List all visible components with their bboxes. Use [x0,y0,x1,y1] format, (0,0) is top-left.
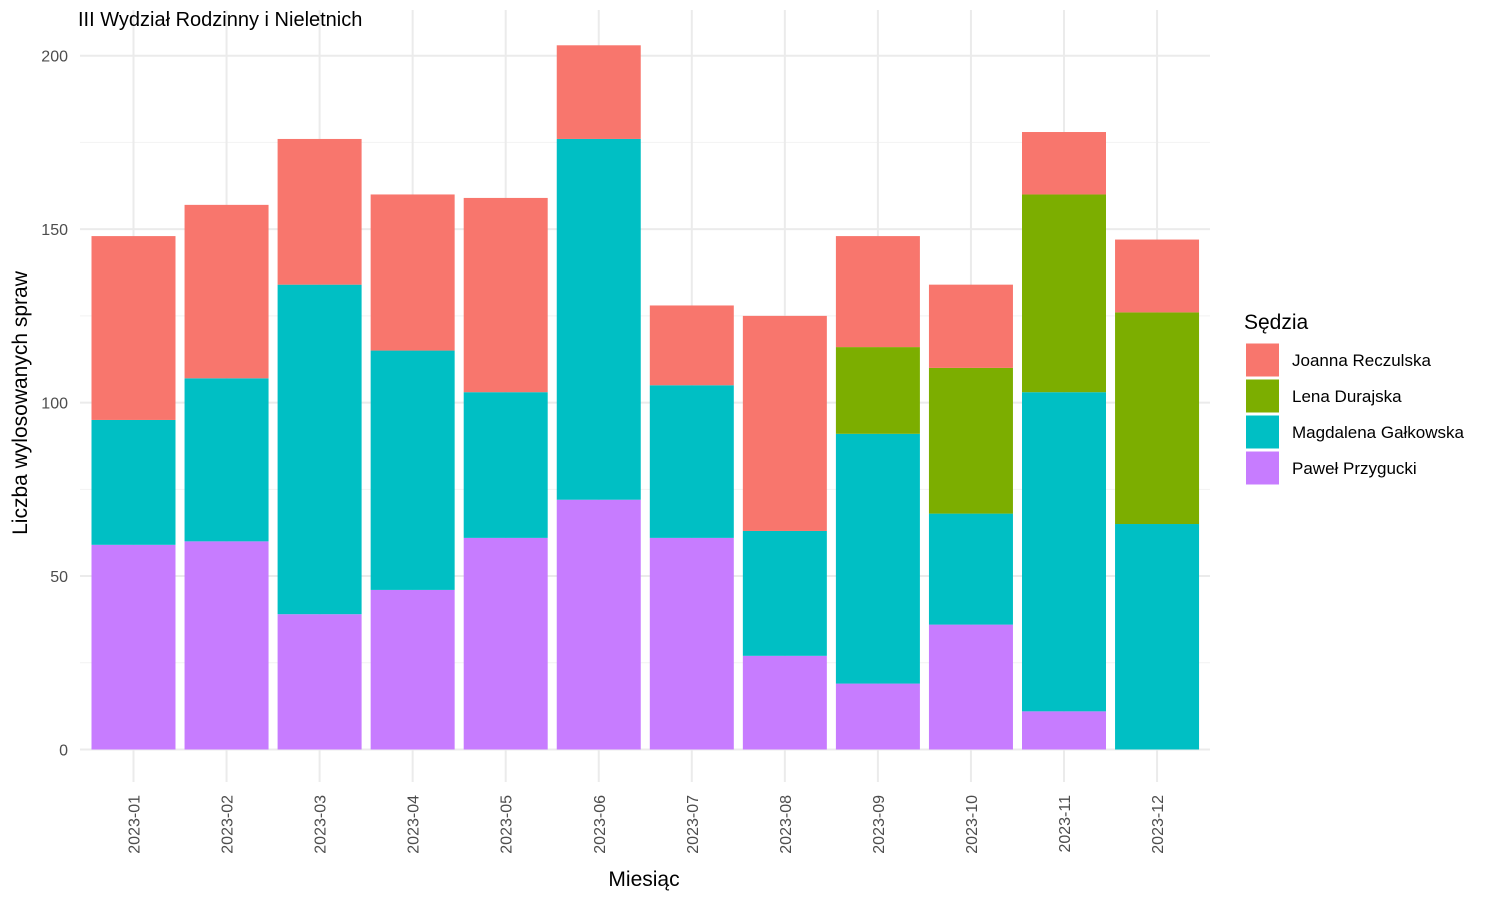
legend-key [1246,379,1279,413]
bar-segment [928,367,1013,514]
bar-segment [184,378,269,542]
bar-segment [277,614,362,750]
bar-segment [463,197,548,393]
bar-segment [1022,132,1106,195]
bar-segment [91,419,176,545]
legend-item: Paweł Przygucki [1246,451,1417,485]
bar-segment [556,45,641,139]
bar-segment [649,537,734,750]
x-tick-label: 2023-12 [1150,795,1167,854]
legend-label: Lena Durajska [1292,387,1402,406]
bar-segment [463,537,548,750]
y-tick-label: 100 [41,396,68,413]
y-tick-label: 150 [41,222,68,239]
y-axis-ticks: 0 50 100 150 200 [41,49,68,760]
bar-segment [835,683,920,750]
bar-segment [184,541,269,750]
legend-key [1246,451,1279,485]
bar-segment [1022,194,1106,393]
legend-label: Paweł Przygucki [1292,459,1417,478]
legend: Sędzia Joanna Reczulska Lena Durajska Magd… [1244,311,1465,485]
bar-segment [556,499,641,750]
x-axis-title: Miesiąc [608,868,679,891]
bar-segment [649,385,734,538]
x-tick-label: 2023-10 [964,795,981,854]
bars [91,45,1200,750]
bar-segment [556,138,641,500]
bar-segment [277,138,362,285]
y-tick-label: 50 [50,569,68,586]
bar-segment [277,284,362,615]
bar-segment [370,350,455,590]
bar-segment [1022,392,1106,712]
x-tick-label: 2023-09 [871,795,888,854]
x-tick-label: 2023-02 [220,795,237,854]
bar-segment [1115,239,1200,313]
legend-label: Magdalena Gałkowska [1292,423,1465,442]
x-tick-label: 2023-07 [685,795,702,854]
bar-segment [928,513,1013,625]
legend-title: Sędzia [1244,311,1309,334]
x-tick-label: 2023-03 [313,795,330,854]
x-tick-label: 2023-04 [406,795,423,854]
legend-key [1246,415,1279,449]
y-tick-label: 200 [41,49,68,66]
x-tick-label: 2023-06 [592,795,609,854]
bar-segment [370,194,455,351]
legend-label: Joanna Reczulska [1292,351,1431,370]
bar-segment [91,544,176,750]
x-tick-label: 2023-05 [499,795,516,854]
chart-title: III Wydział Rodzinny i Nieletnich [78,9,362,31]
bar-segment [1022,711,1106,750]
bar-segment [928,284,1013,368]
bar-segment [928,624,1013,750]
bar-segment [742,530,827,656]
bar-segment [91,236,176,420]
x-tick-label: 2023-01 [127,795,144,854]
legend-items: Joanna Reczulska Lena Durajska Magdalena G… [1246,343,1465,485]
bar-segment [742,655,827,750]
bar-segment [835,433,920,684]
bar-segment [1115,524,1200,750]
bar-segment [649,305,734,386]
y-axis-title: Liczba wylosowanych spraw [9,270,32,535]
legend-item: Magdalena Gałkowska [1246,415,1465,449]
bar-segment [1115,312,1200,525]
bar-segment [742,315,827,531]
bar-segment [370,589,455,750]
x-tick-label: 2023-08 [778,795,795,854]
x-tick-label: 2023-11 [1057,795,1074,853]
legend-key [1246,343,1279,377]
x-axis-ticks: 2023-01 2023-02 2023-03 2023-04 2023-05 2023-… [127,795,1168,854]
bar-segment [835,347,920,434]
bar-segment [835,236,920,348]
legend-item: Joanna Reczulska [1246,343,1431,377]
bar-segment [184,204,269,379]
legend-item: Lena Durajska [1246,379,1402,413]
bar-segment [463,392,548,538]
y-tick-label: 0 [59,743,68,760]
